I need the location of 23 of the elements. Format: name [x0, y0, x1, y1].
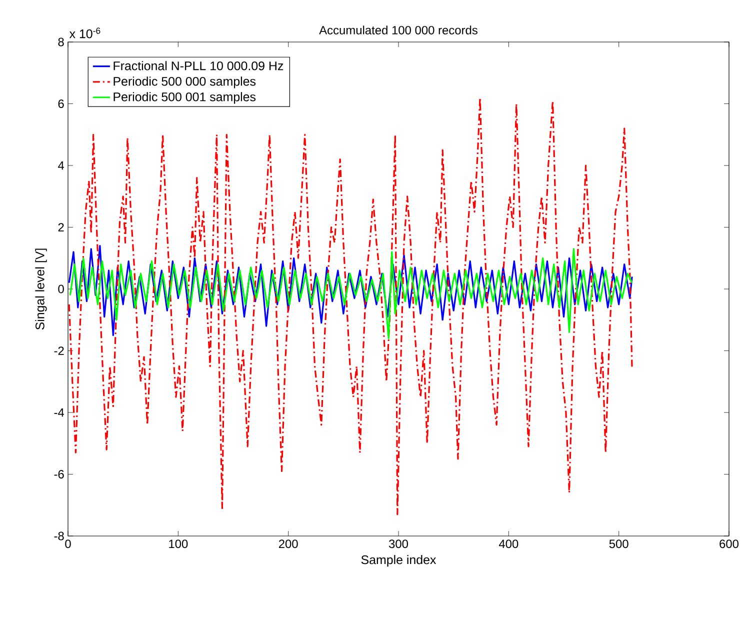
x-tick-label: 400 — [498, 540, 518, 548]
x-tick-label: 300 — [388, 540, 408, 548]
y-tick-label: 0 — [58, 284, 64, 294]
legend-label: Fractional N-PLL 10 000.09 Hz — [114, 61, 284, 70]
legend-label: Periodic 500 000 samples — [114, 76, 256, 88]
y-tick-label: 6 — [58, 100, 64, 108]
y-tick-label: -2 — [54, 346, 64, 355]
y-tick-label: -4 — [54, 408, 64, 417]
x-tick-label: 200 — [278, 540, 298, 548]
y-tick-label: 8 — [58, 38, 64, 46]
y-tick-label: 4 — [58, 161, 64, 170]
chart-title: Accumulated 100 000 records — [319, 26, 478, 34]
y-axis-title: Singal level [V] — [35, 248, 47, 330]
x-tick-label: 100 — [169, 540, 188, 548]
text: x 10$^{-6}$ — [69, 28, 100, 38]
x-axis-title: Sample index — [361, 555, 436, 567]
y-tick-label: -8 — [54, 532, 64, 540]
x-tick-label: 600 — [720, 540, 739, 548]
legend-label: Periodic 500 001 samples — [114, 92, 256, 104]
x-tick-label: 500 — [609, 540, 628, 548]
x-tick-label: 0 — [65, 540, 71, 548]
y-tick-label: 2 — [58, 223, 64, 232]
y-tick-label: -6 — [54, 470, 64, 478]
